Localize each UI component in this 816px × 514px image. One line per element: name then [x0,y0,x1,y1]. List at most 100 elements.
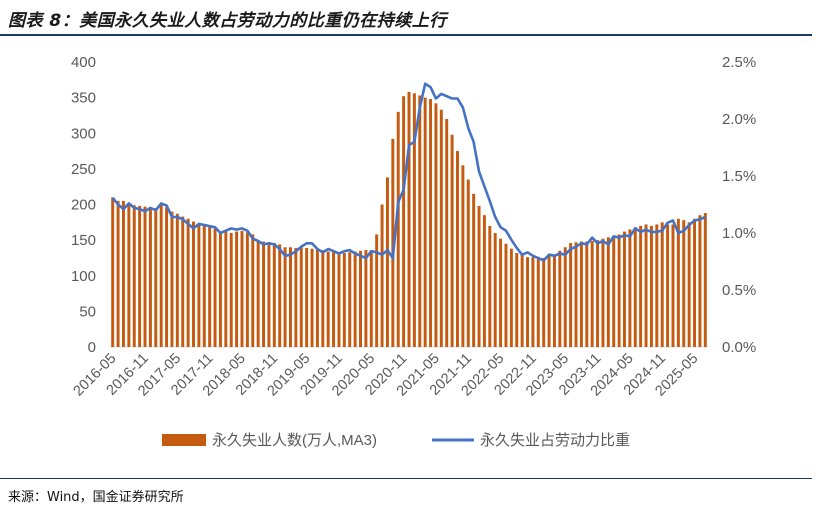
bar [202,225,206,347]
bar [407,91,411,347]
bar [429,99,433,347]
left-y-tick-label: 250 [71,161,96,178]
bar [504,243,508,347]
bar [606,237,610,347]
left-y-tick-label: 400 [71,54,96,71]
right-y-tick-label: 0.5% [722,282,756,299]
bar [639,225,643,347]
bar [585,241,589,347]
bar [520,254,524,347]
left-y-tick-label: 200 [71,197,96,214]
bar [353,251,357,347]
bar [294,247,298,347]
bar [218,231,222,347]
x-axis: 2016-052016-112017-052017-112018-052018-… [71,351,702,400]
bar [369,250,373,347]
bar [321,250,325,347]
bar [272,242,276,347]
bar [283,247,287,347]
bar [655,224,659,347]
bar [531,257,535,347]
bar [240,230,244,347]
bar [159,204,163,347]
bar [348,252,352,347]
bar [229,233,233,347]
bar [493,233,497,347]
bar [633,227,637,347]
bar [256,240,260,347]
bar [482,215,486,347]
bar [509,248,513,347]
bar [574,242,578,347]
bar [116,200,120,347]
bar [192,221,195,347]
bar [326,251,330,347]
bar [154,208,158,347]
bar [170,211,174,347]
bar [547,255,551,347]
bar [224,231,228,347]
bar [310,248,314,347]
bar [536,258,540,347]
bar [477,205,481,347]
chart-title: 图表 8：美国永久失业人数占劳动力的比重仍在持续上行 [8,11,447,31]
bar [332,251,336,347]
bar [364,250,368,347]
bar [649,225,653,347]
bar [278,244,282,347]
line-path [111,82,706,262]
bar [391,138,395,347]
legend-bar-label: 永久失业人数(万人,MA3) [212,432,377,449]
bar [698,215,702,347]
legend-line-label: 永久失业占劳动力比重 [480,432,630,449]
legend-bar-swatch [162,434,206,446]
left-y-tick-label: 0 [88,339,96,356]
bar [165,207,169,347]
right-y-axis: 0.0% 0.5% 1.0% 1.5% 2.0% 2.5% [722,54,756,356]
bar [596,240,600,347]
bar [456,151,459,347]
bar [402,96,406,347]
bar [148,207,152,347]
left-y-tick-label: 100 [71,268,96,285]
bar [623,231,626,347]
bar [526,257,530,347]
bar [143,206,147,347]
bar [676,218,680,347]
legend: 永久失业人数(万人,MA3) 永久失业占劳动力比重 [162,432,630,449]
bar [569,242,573,347]
left-y-tick-label: 50 [79,303,96,320]
bar [488,225,492,347]
bar [186,218,190,347]
bar [262,241,266,347]
bar [299,247,303,347]
bar [682,220,686,347]
bar [267,242,271,347]
bar [617,234,621,347]
bar [439,109,443,347]
bar [563,247,567,347]
left-y-tick-label: 150 [71,232,96,249]
bar [612,235,616,347]
bar [213,228,217,347]
bar [671,224,675,347]
bar [380,204,384,347]
bar [208,227,212,347]
bar [359,250,362,347]
bar [558,250,562,347]
source-note: 来源：Wind，国金证券研究所 [8,490,184,505]
bar [375,234,379,347]
bar [111,197,115,347]
bar [121,200,125,347]
bar [687,222,691,347]
bar [461,165,465,347]
bar [127,204,131,347]
bar [703,213,707,347]
bar [628,229,632,347]
bar [660,222,664,347]
bar [499,238,503,347]
bar [552,254,556,347]
bar [412,93,416,347]
bar [434,103,438,347]
bar [342,252,346,347]
